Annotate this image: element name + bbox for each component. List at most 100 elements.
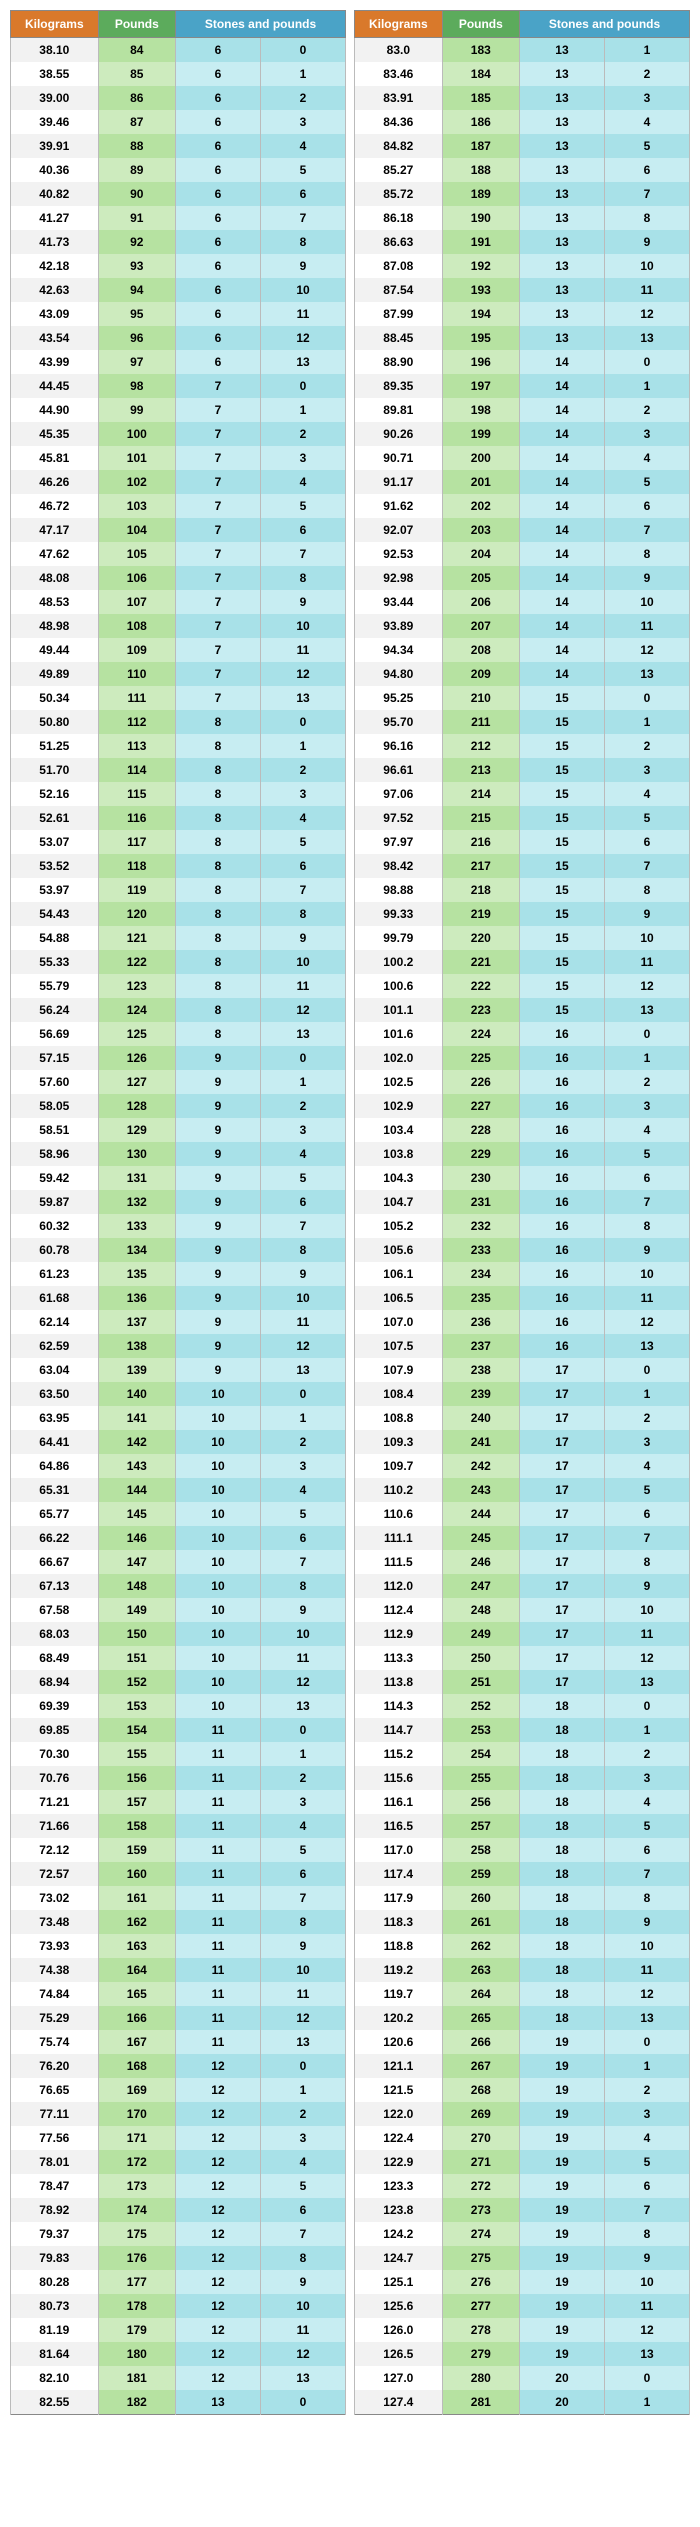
table-row: 92.53204148 (355, 542, 690, 566)
cell-kg: 108.8 (355, 1406, 443, 1430)
table-row: 107.9238170 (355, 1358, 690, 1382)
cell-lb: 85 (98, 62, 175, 86)
cell-stones: 6 (175, 182, 260, 206)
cell-stlb: 5 (260, 1166, 345, 1190)
cell-lb: 141 (98, 1406, 175, 1430)
cell-kg: 102.5 (355, 1070, 443, 1094)
cell-stlb: 5 (604, 1478, 689, 1502)
table-row: 119.22631811 (355, 1958, 690, 1982)
cell-stones: 10 (175, 1622, 260, 1646)
cell-kg: 104.7 (355, 1190, 443, 1214)
cell-stones: 14 (519, 374, 604, 398)
table-row: 63.04139913 (11, 1358, 346, 1382)
table-row: 106.12341610 (355, 1262, 690, 1286)
cell-lb: 134 (98, 1238, 175, 1262)
cell-kg: 48.98 (11, 614, 99, 638)
cell-stlb: 3 (604, 86, 689, 110)
cell-stones: 12 (175, 2078, 260, 2102)
cell-lb: 88 (98, 134, 175, 158)
cell-lb: 146 (98, 1526, 175, 1550)
cell-kg: 48.08 (11, 566, 99, 590)
cell-kg: 101.1 (355, 998, 443, 1022)
cell-stlb: 1 (604, 38, 689, 63)
cell-stlb: 3 (260, 2126, 345, 2150)
cell-stlb: 3 (604, 758, 689, 782)
table-row: 113.32501712 (355, 1646, 690, 1670)
cell-lb: 152 (98, 1670, 175, 1694)
cell-kg: 100.2 (355, 950, 443, 974)
cell-stlb: 13 (260, 1694, 345, 1718)
cell-lb: 232 (442, 1214, 519, 1238)
cell-stones: 20 (519, 2390, 604, 2415)
cell-kg: 115.6 (355, 1766, 443, 1790)
table-row: 78.47173125 (11, 2174, 346, 2198)
cell-kg: 43.54 (11, 326, 99, 350)
cell-stones: 6 (175, 134, 260, 158)
cell-stlb: 7 (604, 518, 689, 542)
cell-kg: 68.49 (11, 1646, 99, 1670)
cell-stones: 11 (175, 2030, 260, 2054)
cell-stlb: 5 (260, 830, 345, 854)
cell-lb: 220 (442, 926, 519, 950)
cell-kg: 123.3 (355, 2174, 443, 2198)
cell-stlb: 8 (604, 1214, 689, 1238)
table-row: 83.46184132 (355, 62, 690, 86)
cell-stlb: 2 (260, 2102, 345, 2126)
cell-stones: 17 (519, 1526, 604, 1550)
cell-kg: 48.53 (11, 590, 99, 614)
cell-stlb: 1 (604, 710, 689, 734)
cell-stones: 7 (175, 590, 260, 614)
cell-lb: 105 (98, 542, 175, 566)
cell-lb: 245 (442, 1526, 519, 1550)
cell-stlb: 0 (604, 1022, 689, 1046)
cell-stones: 17 (519, 1478, 604, 1502)
cell-stones: 7 (175, 542, 260, 566)
cell-lb: 171 (98, 2126, 175, 2150)
cell-stones: 10 (175, 1454, 260, 1478)
cell-lb: 120 (98, 902, 175, 926)
cell-kg: 86.18 (355, 206, 443, 230)
cell-stones: 16 (519, 1238, 604, 1262)
table-row: 61.2313599 (11, 1262, 346, 1286)
cell-kg: 75.74 (11, 2030, 99, 2054)
cell-lb: 262 (442, 1934, 519, 1958)
table-row: 91.17201145 (355, 470, 690, 494)
cell-kg: 61.68 (11, 1286, 99, 1310)
cell-stlb: 3 (260, 1790, 345, 1814)
cell-lb: 129 (98, 1118, 175, 1142)
table-row: 38.108460 (11, 38, 346, 63)
cell-lb: 140 (98, 1382, 175, 1406)
cell-kg: 125.1 (355, 2270, 443, 2294)
cell-stones: 10 (175, 1430, 260, 1454)
cell-stlb: 8 (604, 542, 689, 566)
cell-stones: 10 (175, 1646, 260, 1670)
table-row: 46.7210375 (11, 494, 346, 518)
cell-kg: 51.25 (11, 734, 99, 758)
cell-stlb: 4 (604, 782, 689, 806)
cell-stones: 14 (519, 662, 604, 686)
cell-lb: 261 (442, 1910, 519, 1934)
table-row: 43.9997613 (11, 350, 346, 374)
cell-stones: 9 (175, 1070, 260, 1094)
cell-stones: 9 (175, 1214, 260, 1238)
cell-kg: 122.9 (355, 2150, 443, 2174)
table-row: 108.8240172 (355, 1406, 690, 1430)
table-row: 45.3510072 (11, 422, 346, 446)
cell-lb: 87 (98, 110, 175, 134)
cell-lb: 239 (442, 1382, 519, 1406)
table-row: 39.918864 (11, 134, 346, 158)
cell-lb: 130 (98, 1142, 175, 1166)
cell-stlb: 2 (604, 398, 689, 422)
cell-lb: 270 (442, 2126, 519, 2150)
cell-kg: 120.2 (355, 2006, 443, 2030)
cell-kg: 88.90 (355, 350, 443, 374)
cell-stones: 8 (175, 998, 260, 1022)
cell-stlb: 11 (604, 2294, 689, 2318)
cell-stones: 9 (175, 1046, 260, 1070)
cell-stlb: 8 (260, 1910, 345, 1934)
cell-stones: 7 (175, 638, 260, 662)
cell-lb: 227 (442, 1094, 519, 1118)
cell-lb: 247 (442, 1574, 519, 1598)
cell-kg: 73.48 (11, 1910, 99, 1934)
cell-stones: 8 (175, 950, 260, 974)
